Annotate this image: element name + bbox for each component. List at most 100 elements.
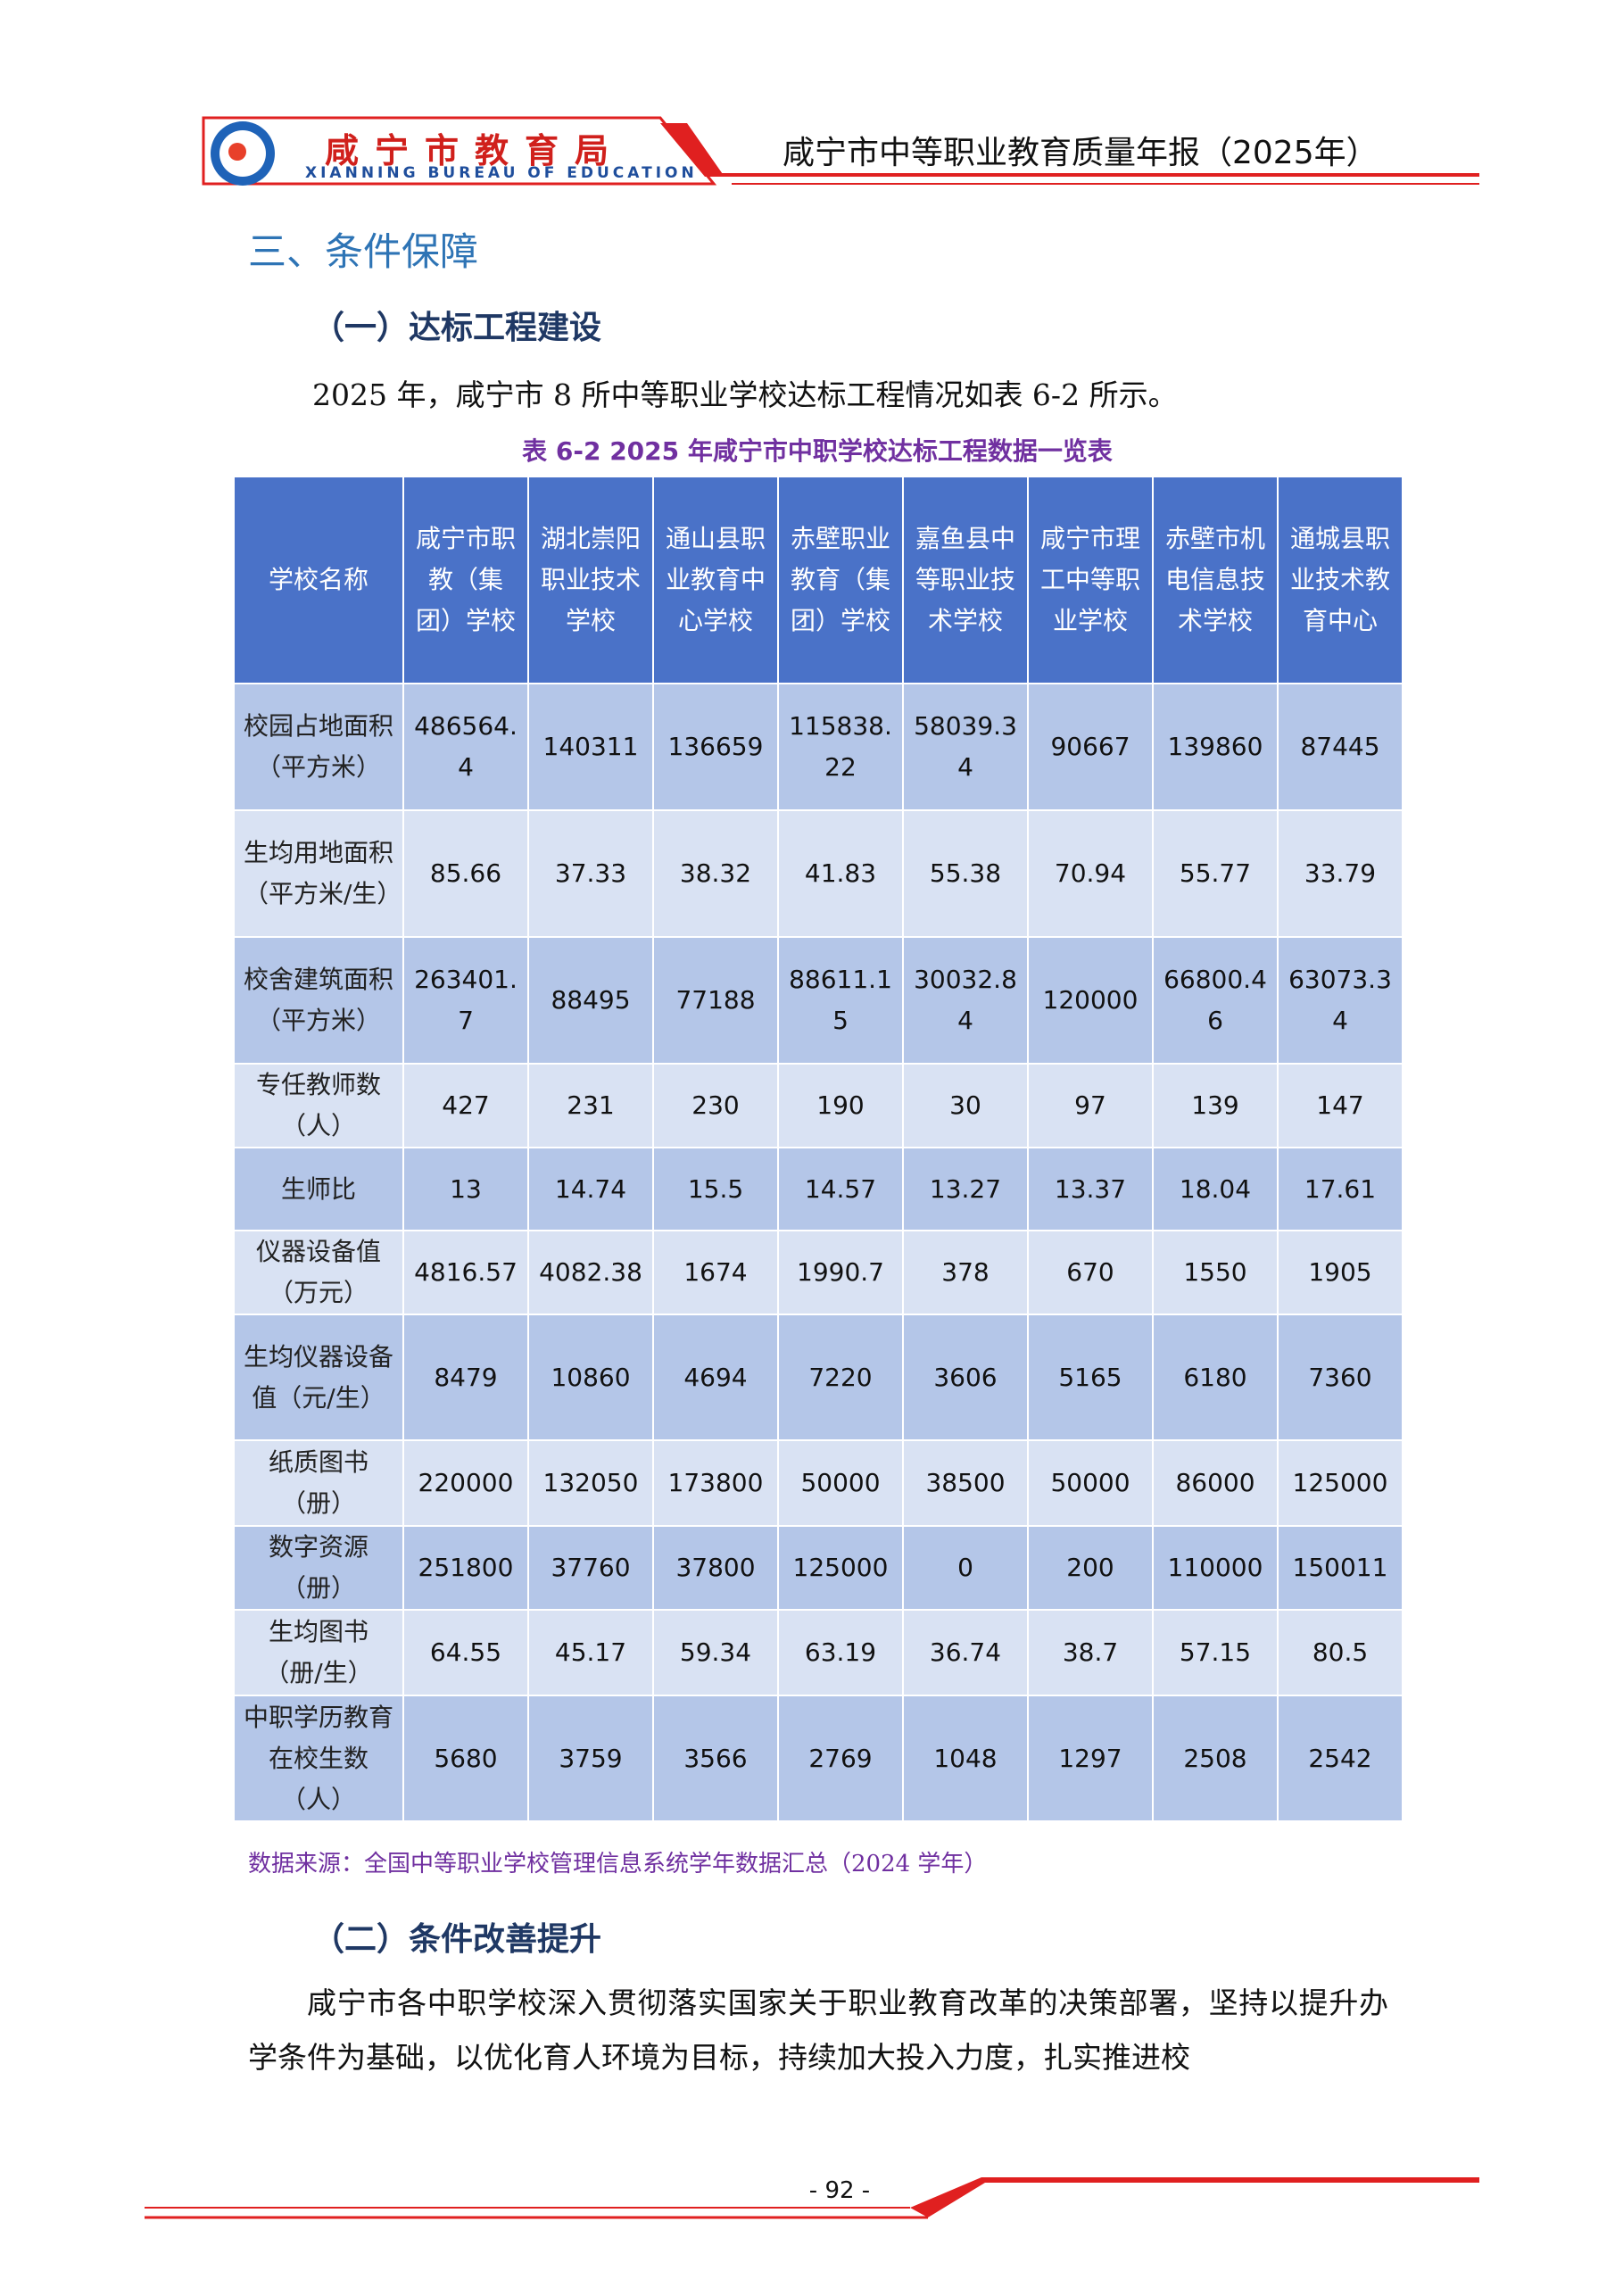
table-cell: 4694	[652, 1314, 779, 1441]
table-cell: 120000	[1027, 936, 1154, 1065]
table-cell: 赤壁职业教育（集团）学校	[777, 476, 904, 684]
table-cell: 5680	[402, 1695, 529, 1822]
table-cell: 1297	[1027, 1695, 1154, 1822]
table-cell: 37800	[652, 1525, 779, 1611]
table-cell: 45.17	[527, 1609, 654, 1696]
table-cell: 200	[1027, 1525, 1154, 1611]
table-cell: 427	[402, 1063, 529, 1148]
table-row: 生师比 13 14.74 15.5 14.57 13.27 13.37 18.04 17.61	[233, 1147, 1404, 1231]
table-cell: 6180	[1152, 1314, 1279, 1441]
table-cell: 59.34	[652, 1609, 779, 1696]
table-cell: 220000	[402, 1439, 529, 1527]
table-cell: 2542	[1277, 1695, 1404, 1822]
table-cell: 378	[902, 1230, 1029, 1315]
table-cell: 3606	[902, 1314, 1029, 1441]
table-cell: 55.77	[1152, 809, 1279, 938]
table-cell: 14.74	[527, 1147, 654, 1231]
table-cell: 18.04	[1152, 1147, 1279, 1231]
table-cell: 通城县职业技术教育中心	[1277, 476, 1404, 684]
table-cell: 115838.22	[777, 683, 904, 811]
table-cell: 8479	[402, 1314, 529, 1441]
table-cell: 139	[1152, 1063, 1279, 1148]
org-name: 咸宁市教育局	[325, 130, 625, 170]
table-row: 纸质图书（册） 220000 132050 173800 50000 38500 50000…	[233, 1439, 1404, 1527]
table-cell: 125000	[777, 1525, 904, 1611]
table-cell: 1674	[652, 1230, 779, 1315]
table-cell: 231	[527, 1063, 654, 1148]
header-slash	[660, 123, 725, 177]
table-cell: 1990.7	[777, 1230, 904, 1315]
table-caption: 表 6-2 2025 年咸宁市中职学校达标工程数据一览表	[522, 436, 1113, 466]
table-cell: 251800	[402, 1525, 529, 1611]
table-cell: 37760	[527, 1525, 654, 1611]
table-cell: 147	[1277, 1063, 1404, 1148]
row-label: 学校名称	[233, 476, 404, 684]
row-label: 纸质图书（册）	[233, 1439, 404, 1527]
table-cell: 38.32	[652, 809, 779, 938]
table-cell: 赤壁市机电信息技术学校	[1152, 476, 1279, 684]
table-cell: 41.83	[777, 809, 904, 938]
table-cell: 66800.46	[1152, 936, 1279, 1065]
table-cell: 125000	[1277, 1439, 1404, 1527]
table-cell: 2508	[1152, 1695, 1279, 1822]
row-label: 生师比	[233, 1147, 404, 1231]
report-title: 咸宁市中等职业教育质量年报（2025年）	[783, 135, 1379, 171]
table-cell: 10860	[527, 1314, 654, 1441]
row-label: 仪器设备值（万元）	[233, 1230, 404, 1315]
row-label: 生均仪器设备值（元/生）	[233, 1314, 404, 1441]
table-cell: 58039.34	[902, 683, 1029, 811]
table-cell: 50000	[1027, 1439, 1154, 1527]
row-label: 中职学历教育在校生数（人）	[233, 1695, 404, 1822]
table-cell: 33.79	[1277, 809, 1404, 938]
table-row: 中职学历教育在校生数（人） 5680 3759 3566 2769 1048 1297 250…	[233, 1695, 1404, 1822]
org-name-en: XIANNING BUREAU OF EDUCATION	[305, 164, 698, 182]
table-cell: 63073.34	[1277, 936, 1404, 1065]
table-cell: 13.37	[1027, 1147, 1154, 1231]
table-row: 学校名称 咸宁市职教（集团）学校 湖北崇阳职业技术学校 通山县职业教育中心学校 赤壁职业…	[233, 476, 1404, 684]
table-cell: 486564.4	[402, 683, 529, 811]
table-cell: 通山县职业教育中心学校	[652, 476, 779, 684]
row-label: 数字资源（册）	[233, 1525, 404, 1611]
table-cell: 7360	[1277, 1314, 1404, 1441]
table-row: 生均用地面积（平方米/生） 85.66 37.33 38.32 41.83 55.38 70…	[233, 809, 1404, 938]
table-cell: 86000	[1152, 1439, 1279, 1527]
table-cell: 150011	[1277, 1525, 1404, 1611]
section-title: 三、条件保障	[248, 230, 478, 275]
table-cell: 139860	[1152, 683, 1279, 811]
table-cell: 190	[777, 1063, 904, 1148]
table-cell: 17.61	[1277, 1147, 1404, 1231]
table-cell: 230	[652, 1063, 779, 1148]
table-cell: 36.74	[902, 1609, 1029, 1696]
table-cell: 13.27	[902, 1147, 1029, 1231]
table-cell: 30032.84	[902, 936, 1029, 1065]
row-label: 专任教师数（人）	[233, 1063, 404, 1148]
table-cell: 90667	[1027, 683, 1154, 811]
table-cell: 咸宁市职教（集团）学校	[402, 476, 529, 684]
table-cell: 670	[1027, 1230, 1154, 1315]
table-cell: 7220	[777, 1314, 904, 1441]
table-cell: 30	[902, 1063, 1029, 1148]
table-cell: 80.5	[1277, 1609, 1404, 1696]
table-cell: 咸宁市理工中等职业学校	[1027, 476, 1154, 684]
table-cell: 87445	[1277, 683, 1404, 811]
table-cell: 0	[902, 1525, 1029, 1611]
table-cell: 140311	[527, 683, 654, 811]
table-cell: 13	[402, 1147, 529, 1231]
table-cell: 173800	[652, 1439, 779, 1527]
table-cell: 37.33	[527, 809, 654, 938]
table-cell: 湖北崇阳职业技术学校	[527, 476, 654, 684]
table-cell: 5165	[1027, 1314, 1154, 1441]
table-cell: 38500	[902, 1439, 1029, 1527]
table-cell: 14.57	[777, 1147, 904, 1231]
table-cell: 50000	[777, 1439, 904, 1527]
table-cell: 3759	[527, 1695, 654, 1822]
paragraph: 咸宁市各中职学校深入贯彻落实国家关于职业教育改革的决策部署，坚持以提升办学条件为…	[248, 1985, 1388, 2075]
table-cell: 4082.38	[527, 1230, 654, 1315]
table-row: 校园占地面积（平方米） 486564.4 140311 136659 115838.22…	[233, 683, 1404, 811]
table-row: 仪器设备值（万元） 4816.57 4082.38 1674 1990.7 378 670 1…	[233, 1230, 1404, 1315]
table-cell: 2769	[777, 1695, 904, 1822]
table-source: 数据来源：全国中等职业学校管理信息系统学年数据汇总（2024 学年）	[248, 1851, 988, 1877]
table-cell: 64.55	[402, 1609, 529, 1696]
